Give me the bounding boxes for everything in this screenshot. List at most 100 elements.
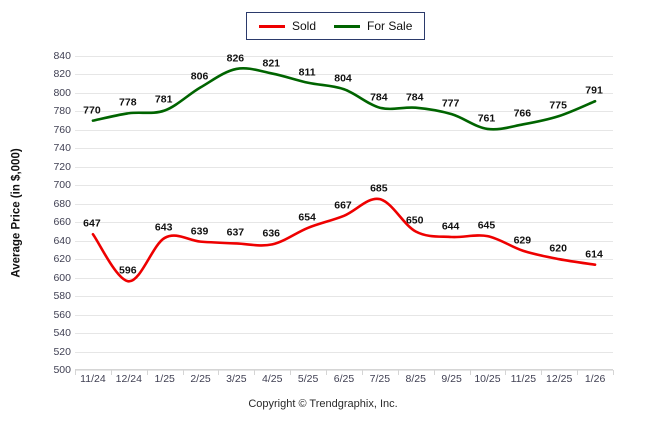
y-axis-tick-label: 640 [53,234,71,247]
x-axis-tick-mark [397,370,399,375]
gridline [75,74,613,76]
gridline [75,111,613,113]
legend-label-for-sale: For Sale [367,19,413,33]
gridline [75,296,613,298]
x-axis-tick-mark [361,370,363,375]
data-label: 636 [262,227,281,240]
data-label: 821 [262,57,281,70]
y-axis-tick-label: 800 [53,86,71,99]
data-label: 654 [298,211,316,224]
series-lines [91,67,597,283]
x-axis-tick-mark [326,370,328,375]
y-axis-tick-label: 820 [53,68,71,81]
y-axis-tick-label: 780 [53,105,71,118]
x-axis-tick-mark [290,370,292,375]
data-label: 804 [334,72,352,85]
y-axis-tick-label: 720 [53,160,71,173]
data-label: 643 [154,221,173,234]
data-label: 770 [83,104,101,117]
series-line-sold [91,197,597,283]
gridline [75,333,613,335]
gridline [75,203,613,205]
y-axis-tick-label: 840 [53,49,71,62]
y-axis-tick-label: 740 [53,142,71,155]
data-label: 791 [585,84,603,97]
data-label: 667 [334,199,352,212]
x-axis-tick-mark [182,370,184,375]
data-label: 777 [441,97,460,110]
gridline [75,370,613,371]
data-label: 778 [119,96,137,109]
x-axis-tick-mark [469,370,471,375]
y-axis-tick-label: 620 [53,252,71,265]
y-axis-tick-label: 540 [53,326,71,339]
gridline [75,56,613,57]
y-axis-tick-label: 580 [53,289,71,302]
y-axis-tick-label: 700 [53,179,71,192]
data-label: 761 [477,112,496,125]
data-label: 650 [405,214,424,227]
gridline [75,259,613,261]
gridline [75,166,613,168]
x-axis-label: 7/25 [369,373,391,385]
legend-label-sold: Sold [292,19,317,33]
x-axis-tick-mark [254,370,256,375]
data-label: 775 [549,99,567,112]
plot-area: 647 596 643 639 637 636 654 667 685 650 644 645 629 6… [75,53,614,375]
x-axis-label: 4/25 [262,373,283,385]
y-axis-tick-label: 500 [53,363,71,376]
y-axis-tick-label: 600 [53,271,71,284]
legend-swatch-sold [259,24,285,28]
x-axis-label: 2/25 [190,373,211,385]
y-axis-tick-label: 760 [53,123,71,136]
gridline [75,351,613,353]
x-axis-label: 1/25 [154,373,175,385]
x-axis-tick-mark [613,370,614,375]
data-label: 685 [370,182,388,195]
x-axis-label: 11/24 [80,373,106,385]
data-label: 784 [405,91,424,104]
x-axis-tick-mark [505,370,507,375]
x-axis-label: 12/24 [115,373,142,385]
x-axis-tick-mark [218,370,220,375]
x-axis-label: 3/25 [226,373,247,385]
x-axis-label: 12/25 [546,373,573,385]
data-label: 637 [226,226,245,239]
x-axis-label: 8/25 [405,373,426,385]
y-axis-tick-label: 560 [53,308,71,321]
data-label: 620 [549,242,567,255]
data-label: 781 [154,93,173,106]
x-axis-tick-mark [541,370,543,375]
y-axis-tick-label: 520 [53,345,71,358]
gridline [75,314,613,316]
data-label: 644 [441,220,460,233]
data-label: 596 [119,264,137,277]
gridline [75,92,613,94]
y-axis-tick-labels: 500 520 540 560 580 600 620 640 660 680 700 720 740 7… [0,51,646,375]
chart-legend: Sold For Sale [246,12,426,40]
x-axis-tick-mark [110,370,112,375]
x-axis-label: 1/26 [584,373,606,385]
x-axis-label: 6/25 [333,373,355,385]
data-label: 614 [585,248,603,261]
x-axis-label: 9/25 [441,373,462,385]
legend-swatch-for-sale [334,24,361,28]
x-axis-label: 11/25 [510,373,537,385]
gridline [75,277,613,279]
x-axis-tick-mark [75,370,76,375]
data-label: 629 [513,234,532,247]
legend-entry-sold: Sold [259,20,316,32]
data-label: 645 [477,219,496,232]
gridline [75,240,613,242]
data-label: 784 [370,91,388,104]
data-label: 647 [83,217,101,230]
y-axis-tick-label: 660 [53,215,71,228]
x-axis-tick-mark [433,370,435,375]
x-axis-tick-mark [577,370,579,375]
x-axis-line [75,369,613,370]
legend-entry-for-sale: For Sale [334,20,412,32]
series-line-for-sale [91,67,597,131]
x-axis-label: 5/25 [297,373,319,385]
gridline [75,129,613,131]
